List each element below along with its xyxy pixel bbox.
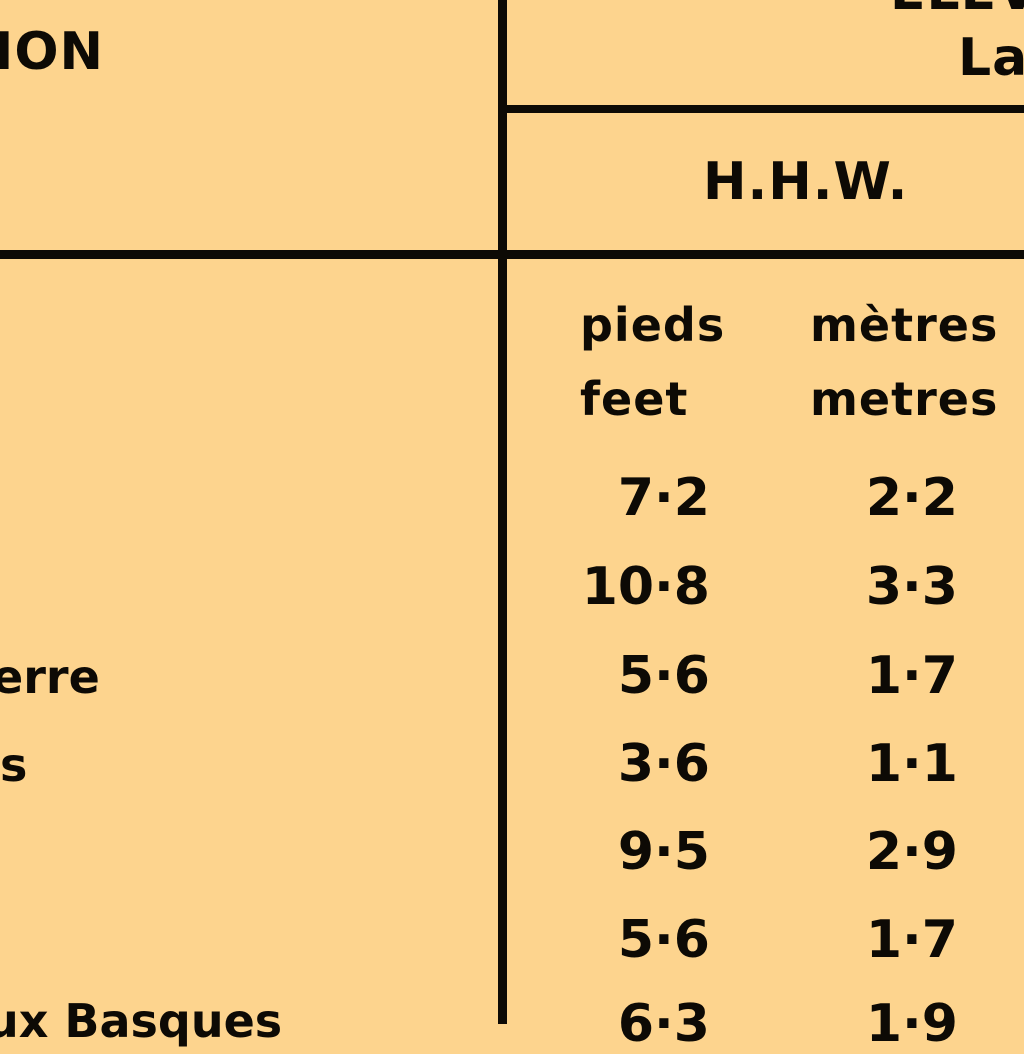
table-row-metres: 2·9	[865, 822, 958, 882]
unit-feet-en: feet	[580, 372, 689, 426]
table-row-place: s	[0, 738, 28, 792]
table-row-metres: 1·9	[865, 994, 958, 1054]
unit-feet-fr: pieds	[580, 298, 726, 352]
horizontal-rule-header	[0, 250, 1024, 259]
hhw-column-header: H.H.W.	[703, 152, 909, 212]
table-row-metres: 1·7	[865, 910, 958, 970]
unit-metres-en: metres	[810, 372, 999, 426]
table-row-metres: 1·1	[865, 734, 958, 794]
table-row-feet: 7·2	[617, 468, 710, 528]
table-row-feet: 3·6	[617, 734, 710, 794]
table-row-feet: 5·6	[617, 910, 710, 970]
vertical-divider	[498, 0, 507, 1024]
horizontal-rule-top	[507, 105, 1024, 113]
table-row-feet: 5·6	[617, 646, 710, 706]
table-row-metres: 3·3	[865, 557, 958, 617]
table-row-feet: 10·8	[581, 557, 710, 617]
table-row-place: ux Basques	[0, 994, 283, 1048]
table-row-metres: 2·2	[865, 468, 958, 528]
elevation-header: ELEV	[890, 0, 1024, 22]
table-row-feet: 6·3	[617, 994, 710, 1054]
latitude-header: La	[958, 28, 1024, 88]
unit-metres-fr: mètres	[810, 298, 999, 352]
table-row-metres: 1·7	[865, 646, 958, 706]
station-header: ION	[0, 22, 105, 82]
table-row-place: erre	[0, 650, 100, 704]
table-row-feet: 9·5	[617, 822, 710, 882]
